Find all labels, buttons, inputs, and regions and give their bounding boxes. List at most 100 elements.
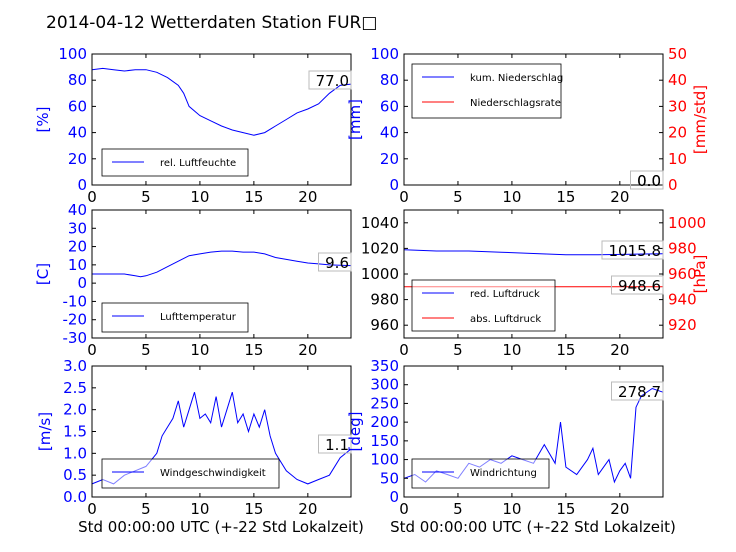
x-tick-label: 15 bbox=[244, 341, 263, 359]
y2-tick-label: 20 bbox=[668, 124, 687, 142]
legend-entry: kum. Niederschlag bbox=[470, 73, 563, 84]
axes-frame bbox=[403, 53, 664, 186]
y-axis-label: [%] bbox=[34, 107, 52, 133]
x-tick-label: 10 bbox=[190, 500, 209, 518]
legend-entry: Lufttemperatur bbox=[160, 312, 237, 323]
axes-frame bbox=[91, 53, 352, 186]
x-tick-label: 20 bbox=[610, 188, 629, 206]
x-tick-label: 15 bbox=[556, 188, 575, 206]
y-tick-label: -30 bbox=[63, 329, 88, 347]
y-tick-label: 20 bbox=[68, 150, 87, 168]
y-tick-label: 1.5 bbox=[63, 423, 87, 441]
panel-windspeed: 0 5 10 15 20 0.0 0.5 1.0 1.5 2.0 2.5 3.0 [m/s] 1.1 Win… bbox=[36, 357, 352, 518]
series-line-0 bbox=[92, 250, 352, 278]
y-tick-label: 0 bbox=[389, 176, 399, 194]
panel-pressure: 0 5 10 15 20 960 980 1000 1020 1040 920 940 960 980 10… bbox=[361, 209, 709, 359]
y2-tick-label: 30 bbox=[668, 97, 687, 115]
y-tick-label: 30 bbox=[68, 219, 87, 237]
y-tick-label: -20 bbox=[63, 311, 88, 329]
x-tick-label: 5 bbox=[453, 341, 463, 359]
y2-tick-label: 10 bbox=[668, 150, 687, 168]
y-tick-label: 40 bbox=[68, 124, 87, 142]
y2-axis-label: [mm/std] bbox=[691, 85, 709, 154]
x-tick-label: 10 bbox=[190, 188, 209, 206]
x-tick-label: 20 bbox=[298, 188, 317, 206]
legend-entry: Niederschlagsrate bbox=[470, 98, 561, 109]
last-value-label-box bbox=[308, 70, 352, 90]
y2-tick-label: 960 bbox=[668, 265, 697, 283]
y-tick-label: 0 bbox=[389, 488, 399, 506]
y-tick-label: 250 bbox=[370, 394, 399, 412]
y2-tick-label: 980 bbox=[668, 239, 697, 257]
x-tick-label: 10 bbox=[190, 341, 209, 359]
y-tick-label: 0.5 bbox=[63, 466, 87, 484]
legend-box bbox=[411, 279, 556, 332]
panel-winddir: 0 5 10 15 20050100150200250300350[deg]278.7W… bbox=[346, 357, 664, 518]
y-tick-label: 980 bbox=[370, 291, 399, 309]
x-tick-label: 0 bbox=[87, 188, 97, 206]
last-value-label-2: 948.6 bbox=[618, 277, 661, 295]
y-tick-label: 960 bbox=[370, 316, 399, 334]
legend-entry: Windgeschwindigkeit bbox=[160, 468, 266, 479]
x-tick-label: 0 bbox=[87, 341, 97, 359]
y-tick-label: 100 bbox=[370, 45, 399, 63]
y2-tick-label: 1000 bbox=[668, 214, 706, 232]
x-tick-label: 5 bbox=[141, 500, 151, 518]
y2-axis-label: [hPa] bbox=[691, 255, 709, 294]
y2-tick-label: 940 bbox=[668, 291, 697, 309]
y2-tick-label: 0 bbox=[668, 176, 678, 194]
x-tick-label: 10 bbox=[502, 500, 521, 518]
panel-humidity: 0 5 10 15 20 0 20 40 60 80 100 [%] 77.0 rel. Luftfeuc… bbox=[34, 45, 352, 206]
x-tick-label: 15 bbox=[556, 341, 575, 359]
y-tick-label: -10 bbox=[63, 292, 88, 310]
legend-box bbox=[101, 148, 249, 177]
last-value-label-box bbox=[318, 434, 352, 454]
y-tick-label: 10 bbox=[68, 256, 87, 274]
last-value-label-2: 0.0 bbox=[637, 172, 661, 190]
x-tick-label: 10 bbox=[502, 341, 521, 359]
axes-frame bbox=[91, 209, 352, 339]
y-tick-label: 60 bbox=[68, 97, 87, 115]
legend-entry: red. Luftdruck bbox=[470, 289, 540, 300]
legend-box bbox=[411, 458, 550, 489]
x-tick-label: 20 bbox=[298, 341, 317, 359]
y-tick-label: 0 bbox=[77, 176, 87, 194]
x-tick-label: 20 bbox=[610, 341, 629, 359]
last-value-label: 9.6 bbox=[325, 254, 349, 272]
y-tick-label: 1040 bbox=[361, 214, 399, 232]
y-axis-label: [mm] bbox=[346, 99, 364, 140]
last-value-label-box bbox=[601, 240, 664, 260]
y2-tick-label: 920 bbox=[668, 316, 697, 334]
last-value-label: 1.1 bbox=[325, 436, 349, 454]
legend-box bbox=[101, 302, 249, 333]
x-tick-label: 20 bbox=[298, 500, 317, 518]
x-tick-label: 0 bbox=[399, 341, 409, 359]
y-tick-label: 1000 bbox=[361, 265, 399, 283]
last-value-label: 278.7 bbox=[618, 383, 661, 401]
x-tick-label: 15 bbox=[556, 500, 575, 518]
x-axis-label-left: Std 00:00:00 UTC (+-22 Std Lokalzeit) bbox=[78, 518, 364, 536]
last-value-label-box bbox=[318, 252, 352, 272]
x-tick-label: 5 bbox=[453, 500, 463, 518]
y-tick-label: 2.0 bbox=[63, 401, 87, 419]
y-tick-label: 150 bbox=[370, 432, 399, 450]
y-axis-label: [deg] bbox=[346, 412, 364, 452]
series-line-0 bbox=[91, 392, 352, 485]
axes-frame bbox=[403, 365, 664, 498]
y-tick-label: 0 bbox=[77, 274, 87, 292]
figure-title: 2014-04-12 Wetterdaten Station FUR□ bbox=[46, 13, 377, 33]
last-value-label: 0.0 bbox=[637, 172, 661, 190]
y-axis-label: [m/s] bbox=[36, 412, 54, 451]
x-tick-label: 5 bbox=[453, 188, 463, 206]
y-tick-label: 40 bbox=[380, 124, 399, 142]
x-tick-label: 0 bbox=[399, 500, 409, 518]
y-tick-label: 1.0 bbox=[63, 444, 87, 462]
x-tick-label: 5 bbox=[141, 341, 151, 359]
x-tick-label: 15 bbox=[244, 188, 263, 206]
legend-box bbox=[101, 458, 280, 489]
y-tick-label: 100 bbox=[58, 45, 87, 63]
y-tick-label: 100 bbox=[370, 451, 399, 469]
y-tick-label: 3.0 bbox=[63, 357, 87, 375]
